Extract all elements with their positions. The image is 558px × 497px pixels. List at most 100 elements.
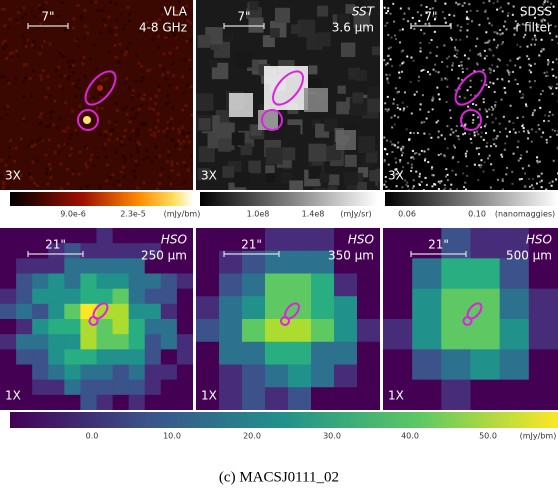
pixel (479, 166, 481, 168)
pixel (338, 86, 346, 94)
pixel (61, 87, 64, 90)
pixel (162, 130, 165, 133)
pixel (145, 349, 162, 365)
pixel (424, 150, 426, 152)
pixel (164, 102, 167, 105)
pixel (166, 160, 169, 163)
pixel (165, 135, 168, 138)
pixel (461, 64, 463, 66)
pixel (32, 40, 35, 43)
pixel (474, 134, 476, 136)
pixel (161, 168, 164, 171)
pixel (515, 132, 517, 134)
pixel (0, 349, 17, 365)
pixel (6, 113, 9, 116)
pixel (196, 296, 220, 319)
pixel (123, 161, 126, 164)
pixel (177, 274, 194, 290)
pixel (104, 134, 107, 137)
pixel (129, 138, 132, 141)
pixel (71, 110, 74, 113)
pixel (64, 395, 81, 411)
pixel (15, 147, 18, 150)
pixel (513, 153, 515, 155)
pixel (446, 57, 448, 59)
pixel (118, 183, 121, 186)
pixel (70, 147, 73, 150)
pixel (136, 141, 139, 144)
pixel (456, 53, 458, 55)
pixel (478, 147, 480, 149)
pixel (523, 130, 525, 132)
pixel (0, 274, 17, 290)
pixel (2, 186, 5, 189)
pixel (447, 179, 449, 181)
pixel (190, 113, 193, 116)
pixel (158, 182, 161, 185)
pixel (383, 137, 385, 139)
pixel (32, 395, 49, 411)
pixel (520, 154, 522, 156)
pixel (181, 131, 184, 134)
pixel (161, 349, 178, 365)
pixel (555, 87, 557, 89)
pixel (367, 86, 379, 98)
pixel (552, 114, 554, 116)
figure: (c) MACSJ0111_02 7"VLA4-8 GHz3X7"SST3.6 … (0, 0, 558, 493)
pixel (125, 77, 128, 80)
pixel (456, 125, 458, 127)
pixel (22, 117, 25, 120)
pixel (80, 274, 97, 290)
pixel (165, 36, 168, 39)
pixel (468, 58, 470, 60)
pixel (535, 39, 537, 41)
pixel (101, 107, 104, 110)
pixel (64, 334, 81, 350)
pixel (480, 126, 482, 128)
pixel (266, 173, 276, 183)
pixel (123, 175, 126, 178)
pixel (531, 141, 533, 143)
pixel (543, 120, 545, 122)
pixel (196, 93, 213, 110)
pixel (21, 16, 24, 19)
pixel (4, 164, 7, 167)
pixel (383, 349, 413, 380)
pixel (529, 258, 558, 289)
pixel (492, 109, 494, 111)
pixel (166, 94, 169, 97)
pixel (48, 274, 65, 290)
pixel (481, 132, 483, 134)
pixel (157, 130, 160, 133)
pixel (113, 228, 130, 244)
pixel (444, 17, 446, 19)
pixel (418, 20, 420, 22)
pixel (517, 140, 519, 142)
pixel (95, 67, 98, 70)
pixel (541, 136, 543, 138)
pixel (72, 71, 75, 74)
pixel (113, 274, 130, 290)
pixel (242, 274, 266, 297)
pixel (413, 158, 415, 160)
pixel (472, 119, 474, 121)
pixel (519, 91, 521, 93)
pixel (532, 187, 534, 189)
pixel (391, 117, 393, 119)
pixel (53, 99, 56, 102)
pixel (490, 163, 492, 165)
pixel (236, 51, 252, 67)
pixel (539, 181, 541, 183)
pixel (501, 78, 503, 80)
pixel (60, 187, 63, 190)
pixel (209, 59, 217, 67)
pixel (419, 184, 421, 186)
pixel (32, 289, 49, 305)
pixel (192, 36, 195, 39)
pixel (188, 140, 191, 143)
pixel (508, 80, 510, 82)
pixel (476, 147, 478, 149)
pixel (36, 184, 39, 187)
pixel (64, 101, 67, 104)
pixel (506, 64, 508, 66)
